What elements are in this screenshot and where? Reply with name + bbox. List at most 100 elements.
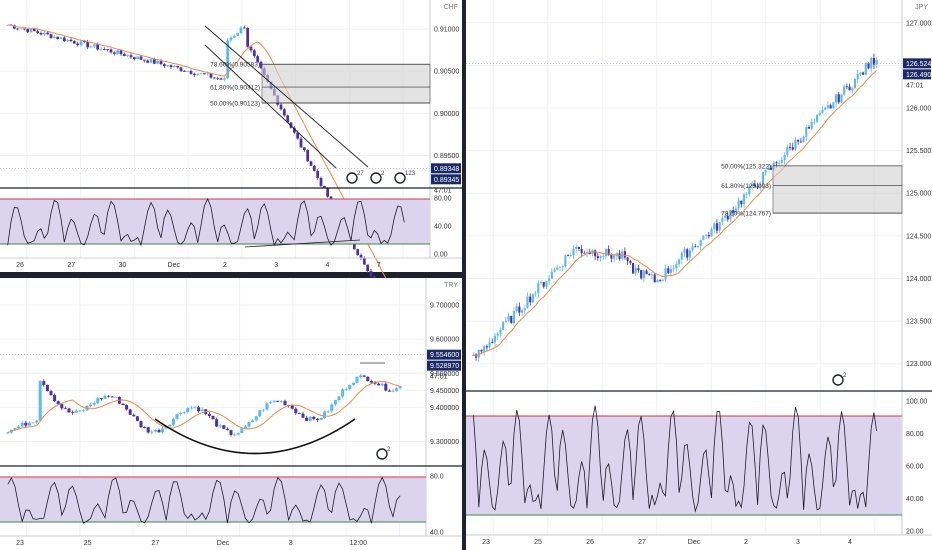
candle-body — [829, 105, 832, 109]
candle-body — [848, 86, 851, 91]
candle-body — [12, 25, 16, 29]
event-badge-icon[interactable] — [376, 448, 388, 460]
candle-body — [135, 416, 139, 421]
fibonacci-level-label: 50.00%(0.90123) — [210, 100, 260, 107]
event-badge-icon[interactable] — [394, 172, 406, 184]
candle-body — [236, 433, 240, 435]
candle-body — [718, 222, 721, 231]
price-axis-tick-label: 126.000 — [906, 106, 931, 113]
candle-body — [512, 311, 516, 324]
event-badge-icon[interactable] — [346, 172, 358, 184]
fibonacci-zone — [772, 165, 903, 214]
candle-body — [837, 94, 840, 103]
candle-body — [168, 424, 172, 427]
candle-body — [139, 420, 143, 428]
candle-body — [162, 64, 166, 67]
candle-body — [721, 217, 724, 223]
candle-body — [602, 256, 605, 257]
candle-body — [92, 44, 96, 47]
candle-body — [550, 271, 553, 279]
candle-body — [851, 88, 854, 91]
candle-body — [337, 396, 341, 401]
candle-body — [312, 165, 316, 171]
event-badge-icon[interactable] — [370, 172, 382, 184]
candle-body — [152, 59, 156, 64]
candle-body — [256, 56, 260, 62]
candle-body — [192, 73, 196, 75]
candle-body — [103, 395, 107, 399]
candle-body — [49, 391, 53, 396]
candle-body — [202, 73, 206, 75]
candle-body — [510, 315, 513, 324]
rsi-axis-tick-label: 100.00 — [906, 399, 928, 406]
candle-body — [355, 377, 359, 383]
candle-body — [764, 169, 767, 173]
price-axis-tick-label: 9.600000 — [430, 337, 459, 344]
bar-countdown-label: 47:01 — [434, 187, 452, 194]
candle-body — [31, 422, 35, 424]
candle-body — [626, 257, 629, 261]
candle-body — [875, 60, 878, 65]
candle-body — [696, 245, 700, 248]
candle-body — [290, 405, 294, 409]
candle-body — [153, 429, 157, 432]
candle-body — [862, 72, 865, 75]
candle-body — [631, 262, 635, 274]
candle-body — [322, 186, 326, 188]
candle-body — [294, 408, 298, 414]
rsi-line — [473, 405, 877, 513]
chart-panel-jpy[interactable]: 127.000126.500126.000125.500125.000124.5… — [466, 0, 932, 550]
candle-body — [539, 282, 543, 283]
candle-body — [753, 184, 756, 187]
candle-body — [56, 401, 60, 405]
candle-body — [78, 410, 82, 412]
candle-body — [302, 147, 306, 150]
candle-body — [211, 416, 215, 420]
candle-body — [610, 255, 613, 259]
candle-body — [499, 330, 502, 334]
candle-body — [359, 375, 363, 378]
time-axis-tick-label: 27 — [151, 540, 159, 547]
candle-body — [359, 254, 363, 259]
candle-body — [843, 86, 846, 95]
candle-body — [650, 274, 654, 276]
candle-body — [276, 400, 280, 402]
candle-body — [756, 186, 759, 188]
candle-body — [216, 77, 220, 79]
candle-body — [56, 36, 60, 40]
rsi-axis-tick-label: 80.0 — [430, 474, 444, 481]
candle-body — [306, 149, 310, 162]
candle-body — [247, 422, 251, 427]
trend-channel-upper — [204, 25, 369, 168]
price-axis-tick-label: 9.700000 — [430, 303, 459, 310]
rounding-bottom-arc — [154, 418, 356, 455]
candle-body — [132, 414, 136, 417]
price-axis-tick-label: 0.91000 — [434, 27, 459, 34]
chart-panel-try[interactable]: 9.700000 9.600000 9.500000 9.450000 9.400000… — [0, 278, 462, 550]
candle-body — [252, 50, 256, 57]
candle-body — [585, 252, 589, 254]
candle-body — [286, 115, 290, 123]
candle-body — [121, 403, 125, 406]
candle-body — [200, 409, 204, 412]
candle-body — [864, 63, 867, 75]
candle-body — [96, 397, 100, 404]
event-badge-icon[interactable] — [832, 374, 844, 386]
candle-body — [254, 416, 258, 421]
bar-countdown-label: 47:01 — [906, 82, 924, 89]
candle-body — [39, 32, 43, 35]
last-price-label: 0.89348 — [434, 166, 459, 173]
candle-body — [569, 255, 572, 257]
candle-body — [122, 54, 126, 57]
candle-body — [249, 46, 253, 51]
candle-body — [344, 388, 348, 390]
candle-body — [199, 73, 203, 74]
candle-body — [186, 71, 190, 72]
last-price-badge-2 — [427, 360, 461, 371]
candle-body — [558, 266, 562, 268]
candle-body — [398, 386, 402, 389]
candle-body — [119, 50, 123, 55]
candle-body — [588, 252, 591, 255]
candle-body — [580, 248, 583, 253]
candle-body — [67, 408, 71, 413]
